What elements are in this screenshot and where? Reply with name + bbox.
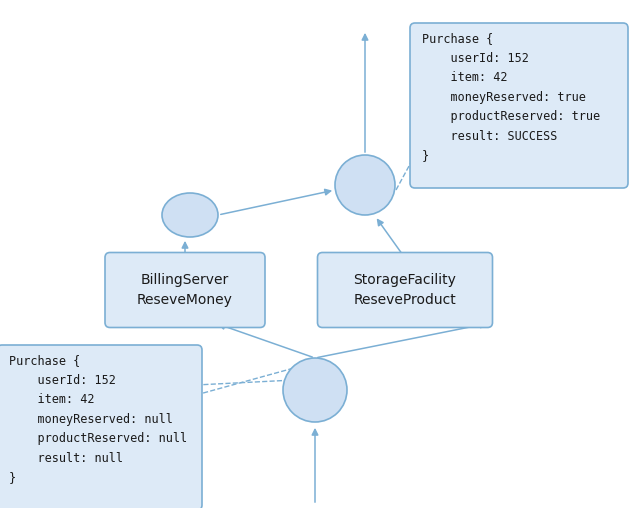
Ellipse shape [162,193,218,237]
FancyBboxPatch shape [105,252,265,328]
Ellipse shape [283,358,347,422]
Text: BillingServer
ReseveMoney: BillingServer ReseveMoney [137,273,233,307]
Text: Purchase {
    userId: 152
    item: 42
    moneyReserved: null
    productReser: Purchase { userId: 152 item: 42 moneyRes… [9,354,187,484]
Ellipse shape [335,155,395,215]
FancyBboxPatch shape [318,252,493,328]
FancyBboxPatch shape [0,345,202,508]
Text: Purchase {
    userId: 152
    item: 42
    moneyReserved: true
    productReser: Purchase { userId: 152 item: 42 moneyRes… [422,32,600,162]
Text: StorageFacility
ReseveProduct: StorageFacility ReseveProduct [353,273,457,307]
FancyBboxPatch shape [410,23,628,188]
